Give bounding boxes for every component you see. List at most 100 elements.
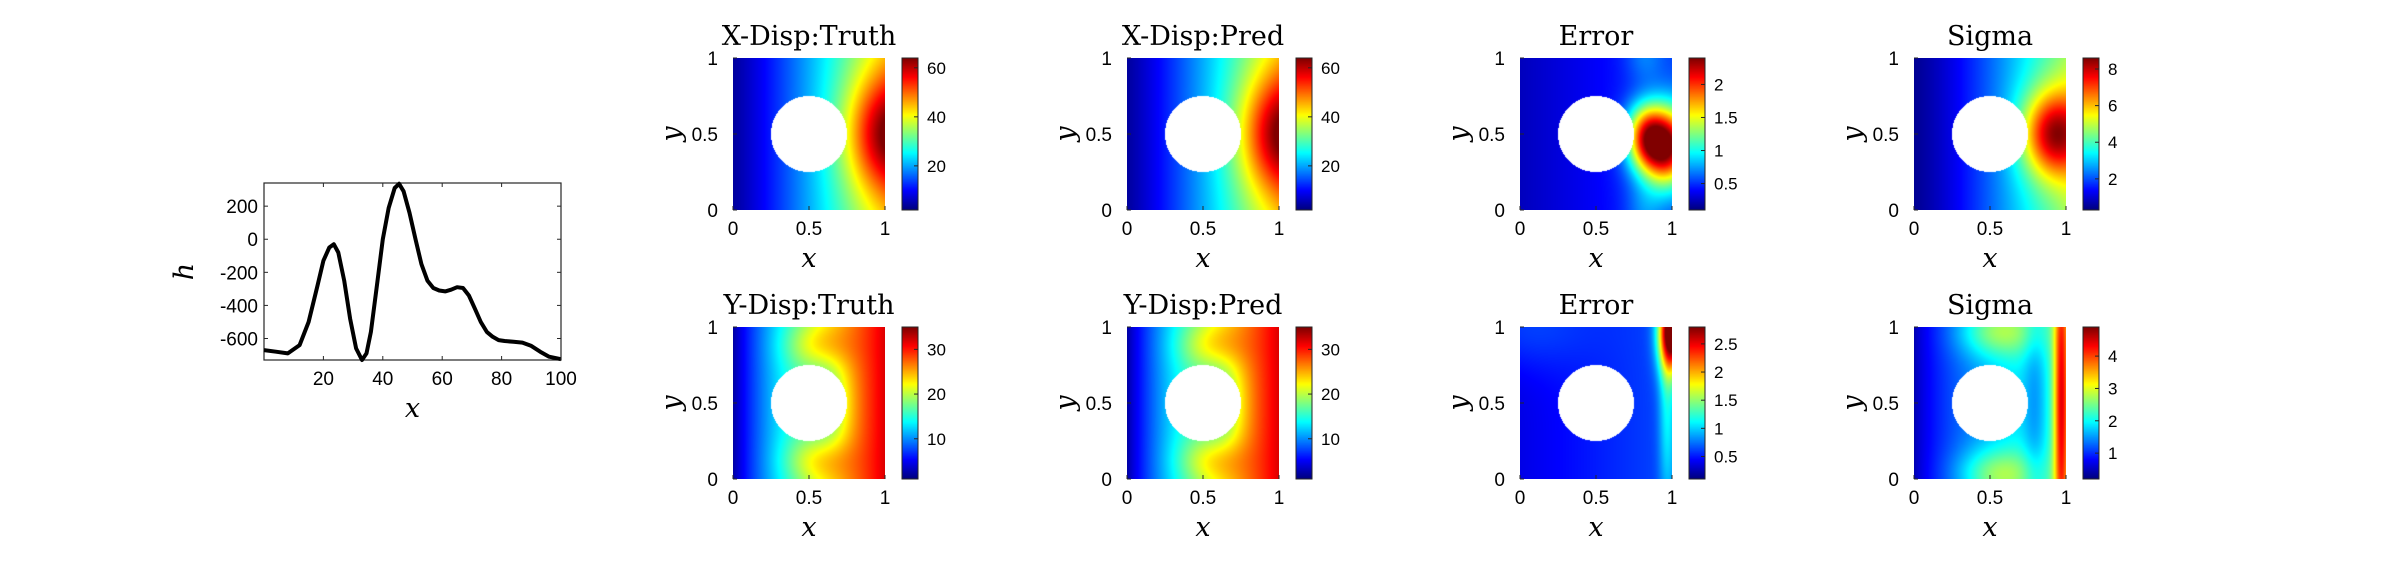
x-tick-label: 0 xyxy=(1122,488,1133,509)
x-tick-label: 1 xyxy=(1667,488,1678,509)
x-tick-label: 1 xyxy=(1667,219,1678,240)
colorbar-tick-label: 1.5 xyxy=(1714,108,1738,127)
colorbar-tick-label: 0.5 xyxy=(1714,447,1738,466)
y-tick-label: 0 xyxy=(1101,201,1112,222)
line-chart: 20 40 60 80 100 200 0 -200 -400 -600 x h xyxy=(169,181,577,424)
x-tick-label: 1 xyxy=(1274,488,1285,509)
x-tick-label: 0.5 xyxy=(1583,219,1609,240)
y-tick-label: 0.5 xyxy=(1873,125,1899,146)
colorbar-tick-label: 10 xyxy=(1321,430,1340,449)
colorbar-tick-label: 40 xyxy=(1321,108,1340,127)
colorbar-tick-label: 2 xyxy=(1714,75,1723,94)
colorbar-tick-label: 20 xyxy=(1321,385,1340,404)
y-sigma-heatmap-image xyxy=(1914,327,2066,479)
x-tick-label: 0.5 xyxy=(1190,219,1216,240)
colorbar xyxy=(1296,58,1312,210)
panel-title: Y-Disp:Pred xyxy=(1123,290,1283,321)
y-axis-label: y xyxy=(1443,126,1474,143)
x-tick-label: 0 xyxy=(1909,219,1920,240)
panel-title: Sigma xyxy=(1947,290,2033,321)
x-tick-label: 80 xyxy=(491,369,512,390)
panel-title: Y-Disp:Truth xyxy=(722,290,894,321)
panel-title: Error xyxy=(1559,290,1634,321)
x-tick-label: 20 xyxy=(313,369,334,390)
y-axis-label: y xyxy=(656,126,687,143)
panel-title: Sigma xyxy=(1947,21,2033,52)
y-tick-label: 0 xyxy=(707,470,718,491)
x-axis-label: x xyxy=(801,512,816,543)
colorbar-tick-label: 3 xyxy=(2108,379,2117,398)
y-tick-label: 1 xyxy=(1888,318,1899,339)
x-tick-label: 0 xyxy=(1909,488,1920,509)
y-tick-label: -400 xyxy=(220,296,258,317)
y-tick-label: 1 xyxy=(1101,318,1112,339)
y-tick-label: 0 xyxy=(1888,470,1899,491)
y-tick-label: 0.5 xyxy=(1479,125,1505,146)
y-axis-label: y xyxy=(1443,395,1474,412)
x-disp-truth-heatmap-image xyxy=(733,58,885,210)
colorbar-tick-label: 0.5 xyxy=(1714,175,1738,194)
x-tick-label: 1 xyxy=(1274,219,1285,240)
y-axis-label: y xyxy=(1050,395,1081,412)
y-tick-label: 0.5 xyxy=(1479,394,1505,415)
colorbar-tick-label: 4 xyxy=(2108,347,2117,366)
x-tick-label: 60 xyxy=(432,369,453,390)
y-tick-label: 0 xyxy=(1494,470,1505,491)
y-tick-label: 1 xyxy=(1494,49,1505,70)
colorbar-frame xyxy=(1295,57,1313,211)
y-axis-label: y xyxy=(1837,126,1868,143)
x-error-panel: Error 0 0.5 1 0 0.5 1 x y 0.5 1 1.5 2 xyxy=(1443,21,1738,274)
panel-title: X-Disp:Truth xyxy=(722,21,896,52)
y-tick-label: 0.5 xyxy=(692,394,718,415)
x-sigma-panel: Sigma 0 0.5 1 0 0.5 1 x y 2 4 6 8 xyxy=(1837,21,2117,274)
colorbar-frame xyxy=(901,326,919,480)
y-tick-label: 1 xyxy=(1888,49,1899,70)
x-tick-label: 0 xyxy=(1515,488,1526,509)
x-axis-label: x xyxy=(1982,512,1997,543)
colorbar-tick-label: 10 xyxy=(927,430,946,449)
colorbar xyxy=(1689,327,1705,479)
y-disp-truth-heatmap-image xyxy=(733,327,885,479)
y-tick-label: 0 xyxy=(1494,201,1505,222)
panel-title: Error xyxy=(1559,21,1634,52)
y-tick-label: 0.5 xyxy=(1086,125,1112,146)
y-tick-label: -600 xyxy=(220,329,258,350)
y-tick-label: 1 xyxy=(1494,318,1505,339)
x-tick-label: 1 xyxy=(2061,219,2072,240)
x-tick-label: 1 xyxy=(2061,488,2072,509)
x-tick-label: 40 xyxy=(372,369,393,390)
colorbar-frame xyxy=(1688,326,1706,480)
colorbar-tick-label: 60 xyxy=(927,59,946,78)
y-axis-label: h xyxy=(169,263,200,280)
colorbar-tick-label: 8 xyxy=(2108,60,2117,79)
x-disp-truth-panel: X-Disp:Truth 0 0.5 1 0 0.5 1 x y 20 40 60 xyxy=(656,21,946,274)
colorbar xyxy=(1689,58,1705,210)
x-axis-label: x xyxy=(1982,243,1997,274)
colorbar-tick-label: 20 xyxy=(1321,157,1340,176)
x-tick-label: 0.5 xyxy=(796,488,822,509)
y-axis-label: y xyxy=(1837,395,1868,412)
x-axis-label: x xyxy=(801,243,816,274)
x-axis-label: x xyxy=(1588,512,1603,543)
colorbar-tick-label: 30 xyxy=(1321,340,1340,359)
colorbar-tick-label: 1 xyxy=(1714,419,1723,438)
colorbar-tick-label: 2.5 xyxy=(1714,335,1738,354)
x-axis-label: x xyxy=(405,393,420,424)
x-sigma-heatmap-image xyxy=(1914,58,2066,210)
y-tick-label: 0 xyxy=(1888,201,1899,222)
colorbar xyxy=(902,327,918,479)
x-tick-label: 0.5 xyxy=(1190,488,1216,509)
y-disp-pred-heatmap-image xyxy=(1127,327,1279,479)
y-sigma-panel: Sigma 0 0.5 1 0 0.5 1 x y 1 2 3 4 xyxy=(1837,290,2117,543)
y-tick-label: 0.5 xyxy=(1086,394,1112,415)
x-tick-label: 0.5 xyxy=(1583,488,1609,509)
x-disp-pred-panel: X-Disp:Pred 0 0.5 1 0 0.5 1 x y 20 40 60 xyxy=(1050,21,1340,274)
colorbar-tick-label: 1 xyxy=(2108,444,2117,463)
x-tick-label: 100 xyxy=(545,369,577,390)
colorbar-tick-label: 20 xyxy=(927,157,946,176)
colorbar-tick-label: 4 xyxy=(2108,133,2117,152)
line-chart-axes-box xyxy=(263,182,562,361)
x-tick-label: 0 xyxy=(1515,219,1526,240)
